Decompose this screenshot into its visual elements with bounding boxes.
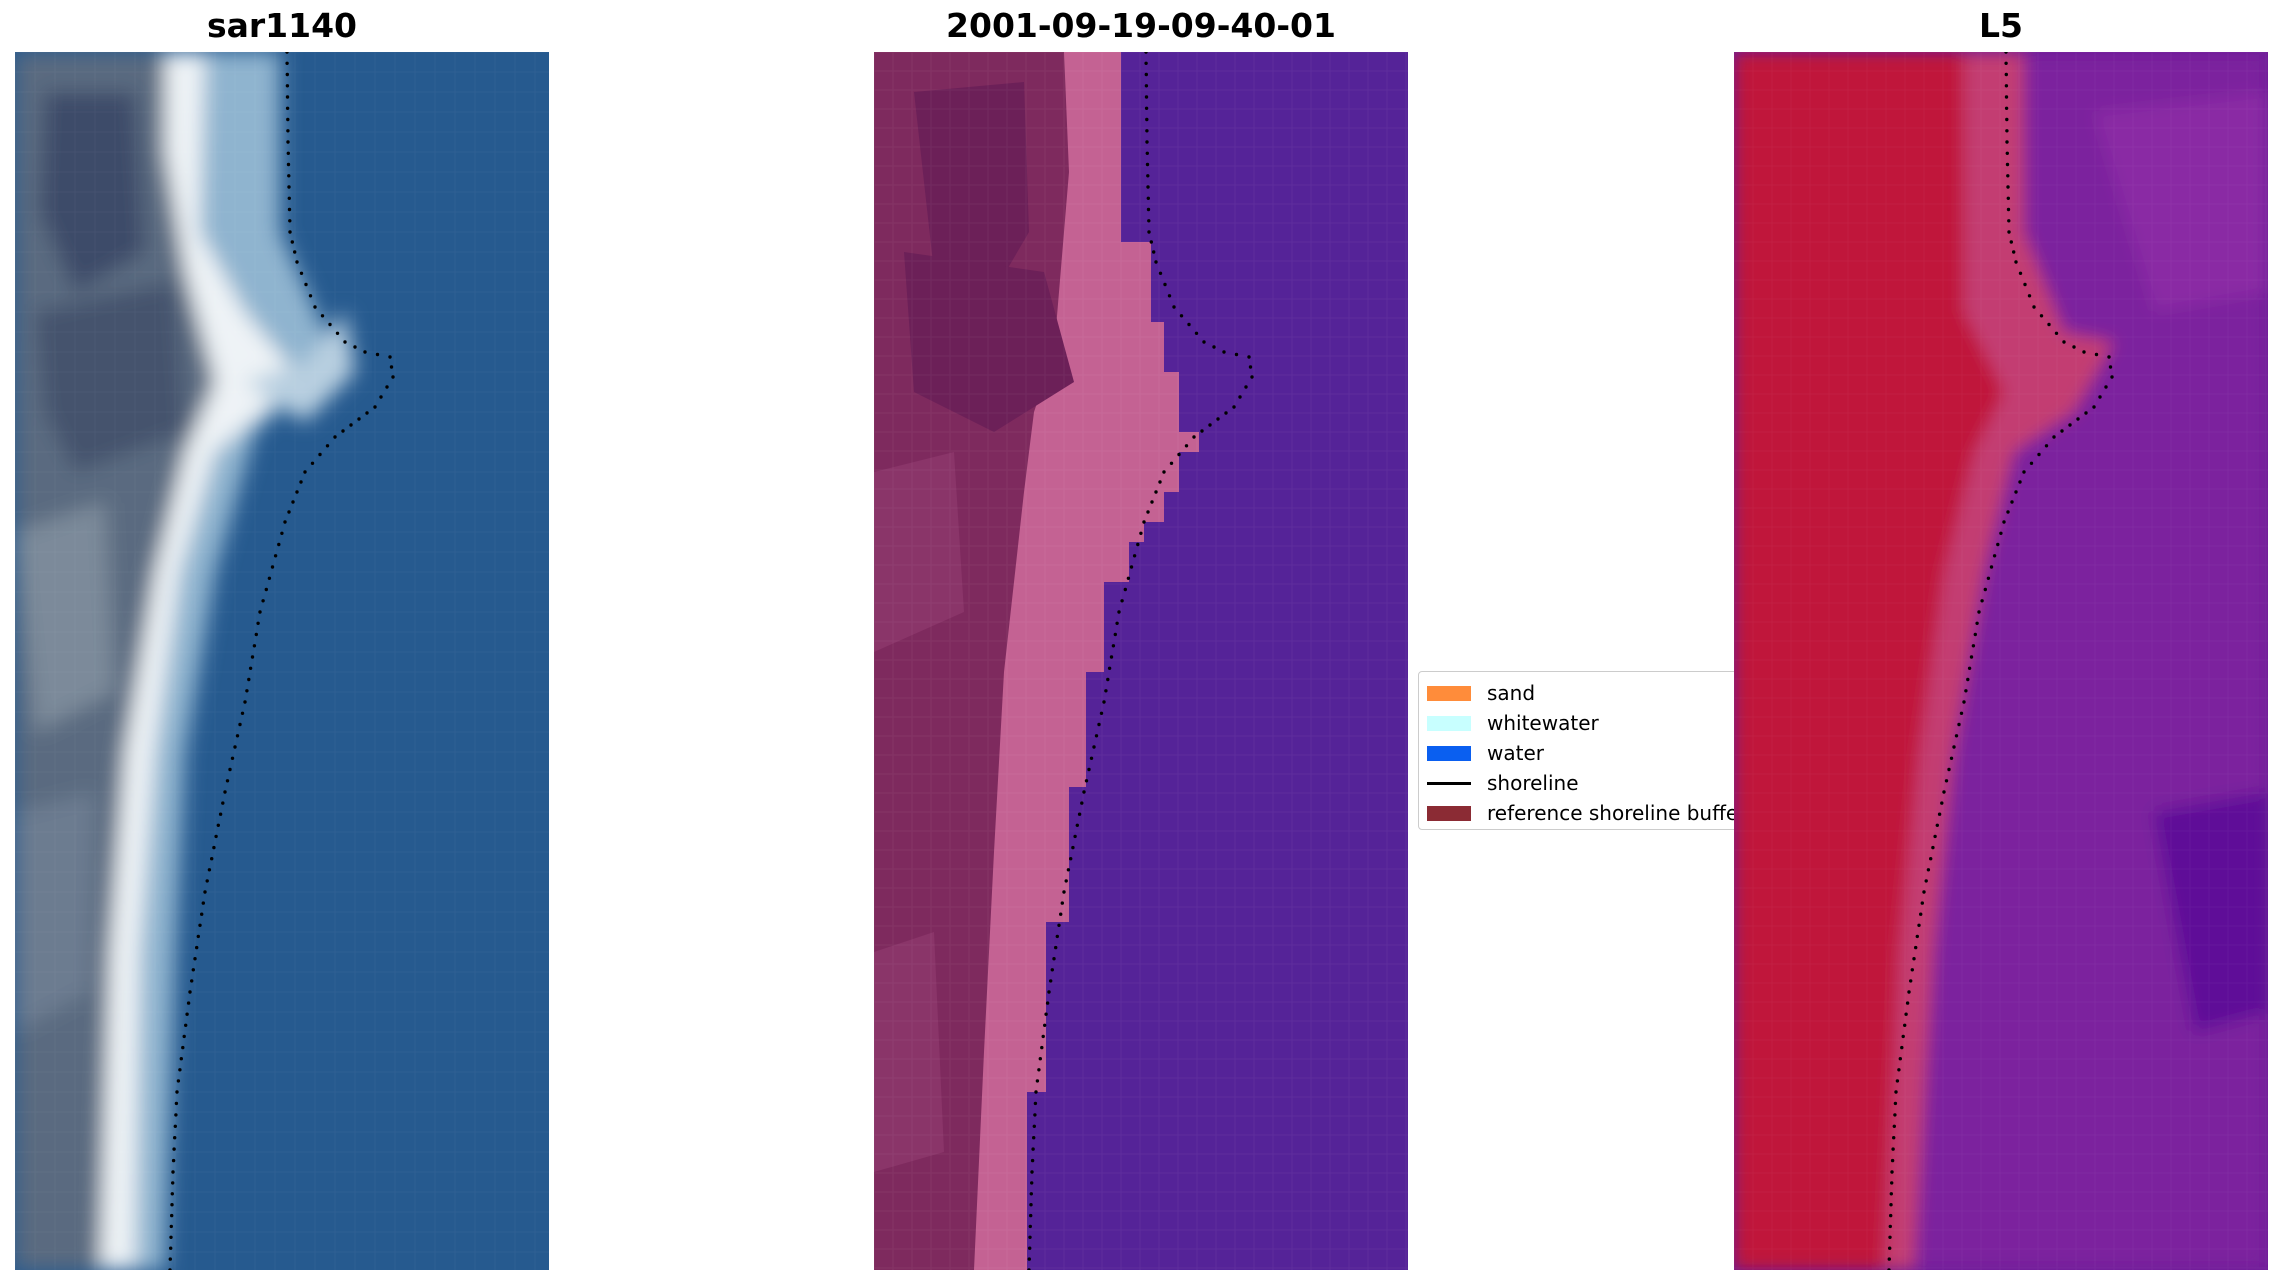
reference-buffer-swatch <box>1427 805 1471 821</box>
rgb-panel-title: sar1140 <box>206 6 358 45</box>
rgb-image-panel <box>15 52 549 1270</box>
shoreline-line-icon <box>1427 781 1471 785</box>
index-image <box>1734 52 2268 1270</box>
legend-item-water: water <box>1427 740 1544 766</box>
index-panel <box>1734 52 2268 1270</box>
legend-label-whitewater: whitewater <box>1487 711 1599 735</box>
whitewater-swatch <box>1427 715 1471 731</box>
shoreline-dots <box>1887 52 2114 1270</box>
classification-panel <box>874 52 1408 1270</box>
legend-label-sand: sand <box>1487 681 1536 705</box>
legend-item-shoreline: shoreline <box>1427 770 1579 796</box>
shoreline-dots <box>1027 52 1254 1270</box>
classification-image <box>874 52 1408 1270</box>
legend-label-reference-buffer: reference shoreline buffer <box>1487 801 1747 825</box>
sand-swatch <box>1427 685 1471 701</box>
legend-label-shoreline: shoreline <box>1487 771 1579 795</box>
legend-item-sand: sand <box>1427 680 1535 706</box>
legend-item-whitewater: whitewater <box>1427 710 1599 736</box>
water-swatch <box>1427 745 1471 761</box>
legend-label-water: water <box>1487 741 1544 765</box>
shoreline-dots <box>168 52 395 1270</box>
index-panel-title: L5 <box>1979 6 2023 45</box>
legend-item-reference-buffer: reference shoreline buffer <box>1427 800 1746 826</box>
rgb-image <box>15 52 549 1270</box>
classification-panel-title: 2001-09-19-09-40-01 <box>946 6 1336 45</box>
legend: sand whitewater water shoreline referenc… <box>1418 671 1748 830</box>
